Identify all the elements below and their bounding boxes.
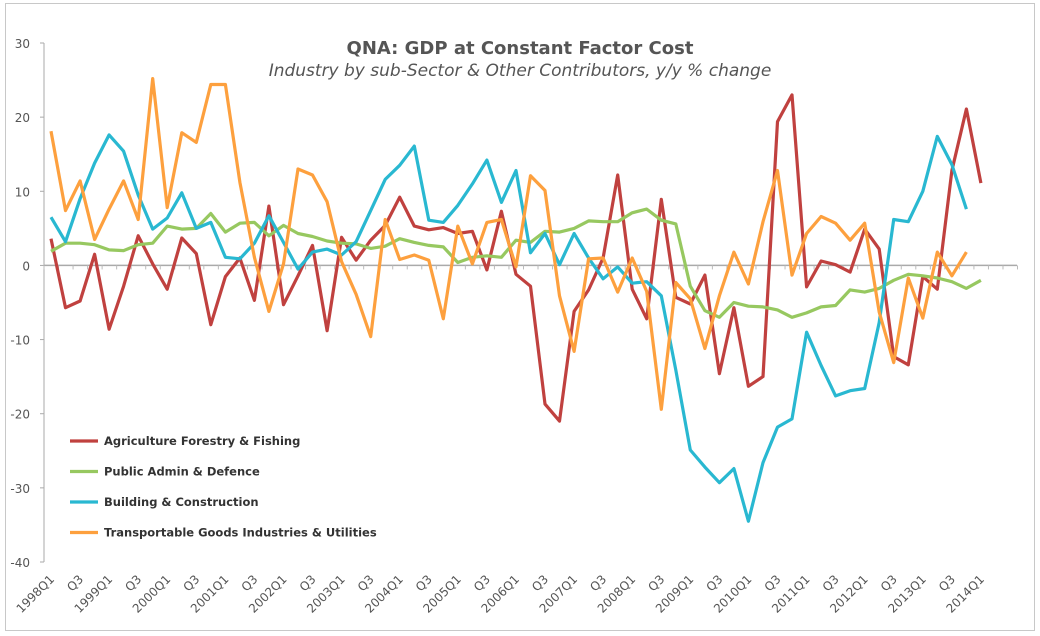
- series-line-0: [49, 93, 983, 423]
- x-tick-label: Q3: [355, 572, 377, 594]
- y-tick-label: -10: [10, 334, 30, 348]
- series-line-1: [50, 207, 982, 319]
- x-tick-label: Q3: [413, 572, 435, 594]
- series-line-2: [49, 133, 968, 523]
- axes: [40, 42, 1019, 563]
- series-lines: [49, 76, 983, 523]
- y-tick-label: -20: [10, 408, 30, 422]
- y-axis-labels: 30 20 10 0 -10 -20 -30 -40: [10, 37, 30, 570]
- x-tick-label: Q3: [180, 572, 202, 594]
- x-tick-label: Q3: [704, 572, 726, 594]
- y-tick-label: 30: [15, 37, 30, 51]
- chart-subtitle: Industry by sub-Sector & Other Contribut…: [269, 61, 772, 81]
- x-tick-label: Q3: [297, 572, 319, 594]
- legend-label: Agriculture Forestry & Fishing: [104, 434, 300, 448]
- x-tick-label: Q3: [239, 572, 261, 594]
- chart-frame: [5, 3, 1035, 631]
- x-tick-label: Q3: [820, 572, 842, 594]
- x-tick-label: Q3: [529, 572, 551, 594]
- x-tick-label: Q3: [587, 572, 609, 594]
- series-line-3: [49, 76, 968, 411]
- legend-label: Transportable Goods Industries & Utiliti…: [104, 526, 377, 540]
- x-tick-label: Q3: [762, 572, 784, 594]
- y-tick-label: 20: [15, 111, 30, 125]
- x-tick-label: Q3: [471, 572, 493, 594]
- chart-title: QNA: GDP at Constant Factor Cost: [347, 38, 694, 59]
- y-tick-label: -40: [10, 556, 30, 570]
- y-tick-label: 0: [22, 259, 30, 273]
- legend-label: Building & Construction: [104, 495, 259, 509]
- x-tick-label: Q3: [936, 572, 958, 594]
- x-tick-label: 1998Q1: [14, 572, 58, 616]
- y-tick-label: -30: [10, 482, 30, 496]
- x-tick-label: Q3: [878, 572, 900, 594]
- legend: Agriculture Forestry & Fishing Public Adm…: [70, 434, 377, 540]
- legend-label: Public Admin & Defence: [104, 465, 260, 479]
- x-tick-label: Q3: [645, 572, 667, 594]
- x-tick-label: Q3: [122, 572, 144, 594]
- y-tick-label: 10: [15, 185, 30, 199]
- x-tick-label: Q3: [64, 572, 86, 594]
